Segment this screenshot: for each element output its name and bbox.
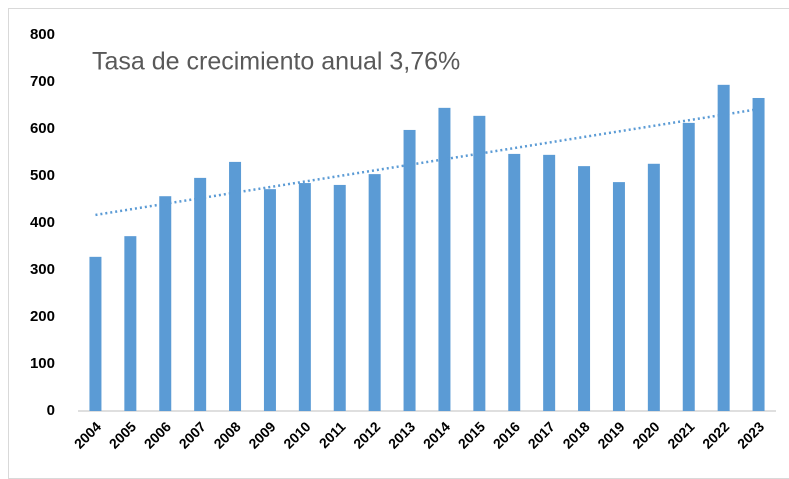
x-tick-label: 2023 [734, 418, 767, 451]
bar [717, 84, 730, 411]
bar [647, 163, 660, 411]
bar [473, 115, 486, 411]
x-tick-label: 2007 [176, 418, 209, 451]
y-tick-label: 600 [30, 120, 55, 137]
bar [682, 122, 695, 411]
y-tick-label: 300 [30, 261, 55, 278]
x-tick-label: 2008 [210, 418, 243, 451]
x-tick-label: 2012 [350, 418, 383, 451]
x-tick-label: 2022 [699, 418, 732, 451]
y-tick-label: 700 [30, 73, 55, 90]
annotation: Tasa de crecimiento anual 3,76% [92, 48, 460, 76]
bar [263, 189, 276, 411]
x-tick-label: 2019 [594, 418, 627, 451]
x-tick-label: 2006 [141, 418, 174, 451]
bar [89, 256, 102, 411]
x-tick-label: 2021 [664, 418, 697, 451]
x-tick-label: 2016 [490, 418, 523, 451]
bar [124, 236, 137, 411]
bar [368, 174, 381, 411]
x-tick-label: 2010 [280, 418, 313, 451]
y-tick-label: 800 [30, 26, 55, 43]
x-tick-label: 2013 [385, 418, 418, 451]
bar [229, 161, 242, 411]
y-tick-label: 400 [30, 214, 55, 231]
x-tick-label: 2014 [420, 418, 453, 451]
x-tick-label: 2009 [245, 418, 278, 451]
x-tick-label: 2005 [106, 418, 139, 451]
y-tick-label: 500 [30, 167, 55, 184]
bar [194, 177, 207, 411]
bar [438, 107, 451, 411]
bar [578, 166, 591, 411]
bar [159, 196, 172, 411]
y-tick-label: 200 [30, 308, 55, 325]
bar [612, 182, 625, 411]
bar [333, 184, 346, 411]
bar [508, 153, 521, 411]
bar [403, 129, 416, 411]
bar [752, 97, 765, 411]
x-tick-label: 2017 [525, 418, 558, 451]
x-tick-label: 2018 [559, 418, 592, 451]
trendline [95, 107, 759, 217]
x-tick-label: 2020 [629, 418, 662, 451]
y-tick-label: 100 [30, 355, 55, 372]
bar [298, 183, 311, 411]
x-tick-label: 2011 [316, 418, 349, 451]
bar [543, 154, 556, 411]
x-tick-label: 2015 [455, 418, 488, 451]
y-tick-label: 0 [47, 402, 55, 419]
x-tick-label: 2004 [71, 418, 104, 451]
